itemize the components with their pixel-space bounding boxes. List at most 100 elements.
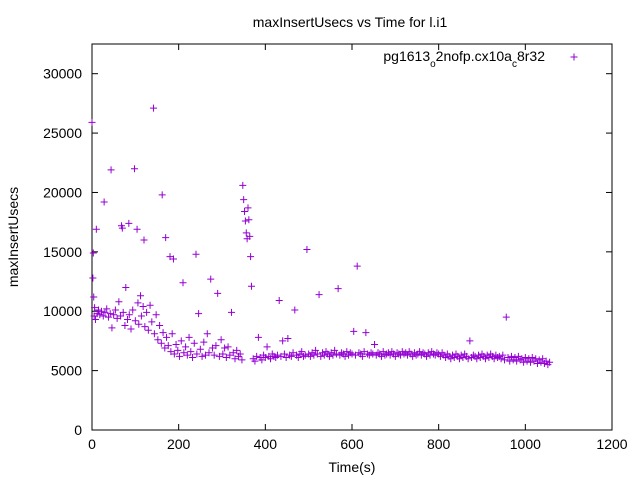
data-point xyxy=(150,104,158,112)
data-point xyxy=(203,330,211,338)
data-point xyxy=(263,343,271,351)
legend-label-part: o xyxy=(430,59,436,70)
data-point xyxy=(527,358,535,366)
chart-title: maxInsertUsecs vs Time for l.i1 xyxy=(253,14,448,30)
legend-label-part: c xyxy=(512,59,517,70)
data-point xyxy=(334,285,342,293)
data-point xyxy=(270,352,278,360)
data-point xyxy=(338,349,346,357)
data-point xyxy=(532,355,540,363)
data-point xyxy=(332,350,340,358)
data-point xyxy=(502,313,510,321)
data-point xyxy=(409,352,417,360)
data-point xyxy=(98,307,106,315)
data-point xyxy=(299,352,307,360)
legend-plus-marker xyxy=(570,53,578,61)
legend: pg1613o2nofp.cx10ac8r32 xyxy=(383,48,578,70)
data-point xyxy=(159,329,167,337)
data-point xyxy=(312,346,320,354)
data-point xyxy=(341,352,349,360)
data-point xyxy=(521,354,529,362)
data-point xyxy=(346,349,354,357)
x-tick-label: 400 xyxy=(254,436,278,452)
data-point xyxy=(91,304,99,312)
data-point xyxy=(172,340,180,348)
data-point xyxy=(251,357,259,365)
data-point xyxy=(374,349,382,357)
x-tick-label: 800 xyxy=(427,436,451,452)
data-point xyxy=(499,351,507,359)
data-point xyxy=(369,350,377,358)
data-point xyxy=(358,352,366,360)
data-point xyxy=(450,354,458,362)
data-point xyxy=(224,343,232,351)
data-point xyxy=(298,348,306,356)
data-point xyxy=(154,336,162,344)
data-point xyxy=(107,166,115,174)
data-point xyxy=(320,351,328,359)
data-point xyxy=(236,350,244,358)
data-point xyxy=(490,355,498,363)
data-point xyxy=(348,350,356,358)
x-tick-label: 200 xyxy=(167,436,191,452)
data-point xyxy=(542,357,550,365)
data-point xyxy=(177,337,185,345)
data-point xyxy=(537,358,545,366)
data-point xyxy=(96,311,104,319)
y-tick-label: 10000 xyxy=(43,303,82,319)
data-point xyxy=(212,342,220,350)
data-point xyxy=(476,354,484,362)
x-tick-label: 600 xyxy=(340,436,364,452)
legend-label-part: 2nofp.cx10a xyxy=(436,48,512,64)
data-point xyxy=(355,349,363,357)
data-point xyxy=(383,350,391,358)
data-point xyxy=(121,321,129,329)
data-point xyxy=(139,302,147,310)
data-point xyxy=(89,274,97,282)
data-point xyxy=(217,336,225,344)
data-point xyxy=(198,352,206,360)
data-point xyxy=(315,291,323,299)
data-point xyxy=(228,308,236,316)
data-point xyxy=(219,350,227,358)
y-axis: 0 5000 10000 15000 20000 25000 30000 xyxy=(43,66,612,438)
data-point xyxy=(183,351,191,359)
data-point xyxy=(254,333,262,341)
data-point xyxy=(137,292,145,300)
data-point xyxy=(518,355,526,363)
data-point xyxy=(416,348,424,356)
data-point xyxy=(533,359,541,367)
data-point xyxy=(156,321,164,329)
data-point xyxy=(100,198,108,206)
data-point xyxy=(520,358,528,366)
data-point xyxy=(200,338,208,346)
x-tick-label: 0 xyxy=(88,436,96,452)
data-point xyxy=(137,312,145,320)
data-point xyxy=(164,342,172,350)
data-point xyxy=(325,352,333,360)
data-point xyxy=(210,351,218,359)
data-point xyxy=(101,308,109,316)
data-point xyxy=(141,323,149,331)
data-point xyxy=(174,346,182,354)
data-point xyxy=(111,306,119,314)
data-point xyxy=(306,352,314,360)
data-point xyxy=(127,325,135,333)
data-point xyxy=(291,306,299,314)
data-point xyxy=(239,181,247,189)
data-point xyxy=(157,339,165,347)
data-point xyxy=(221,344,229,352)
data-point xyxy=(99,312,107,320)
x-tick-label: 1200 xyxy=(596,436,627,452)
data-point xyxy=(436,352,444,360)
data-point xyxy=(193,350,201,358)
data-point xyxy=(95,306,102,314)
data-point xyxy=(195,310,203,318)
data-point xyxy=(176,352,184,360)
data-point xyxy=(301,351,309,359)
data-point xyxy=(455,355,463,363)
y-tick-label: 30000 xyxy=(43,66,82,82)
data-point xyxy=(124,316,132,324)
data-point xyxy=(280,350,288,358)
data-point xyxy=(494,354,502,362)
